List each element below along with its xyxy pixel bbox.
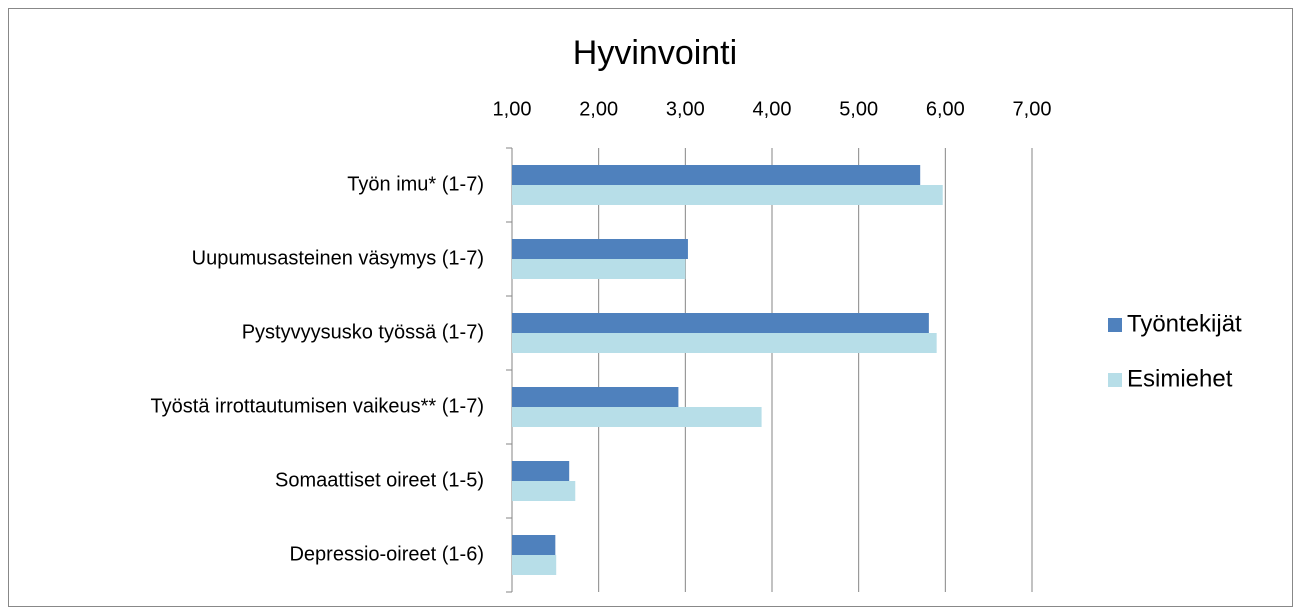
bar bbox=[512, 407, 762, 427]
chart-title: Hyvinvointi bbox=[573, 34, 737, 72]
y-tick-label: Somaattiset oireet (1-5) bbox=[275, 469, 484, 491]
y-tick-label: Depressio-oireet (1-6) bbox=[289, 543, 484, 565]
bar bbox=[512, 239, 688, 259]
bar bbox=[512, 481, 576, 501]
bar bbox=[512, 259, 686, 279]
x-tick-label: 1,00 bbox=[493, 98, 532, 120]
y-tick-label: Uupumusasteinen väsymys (1-7) bbox=[192, 247, 484, 269]
bar bbox=[512, 185, 943, 205]
y-tick-label: Työn imu* (1-7) bbox=[347, 173, 484, 195]
legend-label: Työntekijät bbox=[1127, 310, 1242, 337]
x-tick-label: 3,00 bbox=[666, 98, 705, 120]
bar bbox=[512, 313, 929, 333]
y-tick-label: Pystyvyysusko työssä (1-7) bbox=[242, 321, 484, 343]
bar bbox=[512, 461, 570, 481]
chart-frame bbox=[8, 8, 1293, 607]
bar bbox=[512, 387, 679, 407]
bar bbox=[512, 165, 921, 185]
y-tick-label: Työstä irrottautumisen vaikeus** (1-7) bbox=[151, 395, 484, 417]
x-tick-label: 5,00 bbox=[839, 98, 878, 120]
legend-label: Esimiehet bbox=[1127, 365, 1233, 392]
x-tick-label: 6,00 bbox=[926, 98, 965, 120]
bar bbox=[512, 333, 937, 353]
bar bbox=[512, 555, 557, 575]
x-tick-label: 2,00 bbox=[579, 98, 618, 120]
legend-swatch bbox=[1108, 318, 1122, 332]
legend-swatch bbox=[1108, 373, 1122, 387]
x-tick-label: 7,00 bbox=[1013, 98, 1052, 120]
bar bbox=[512, 535, 556, 555]
x-tick-label: 4,00 bbox=[753, 98, 792, 120]
